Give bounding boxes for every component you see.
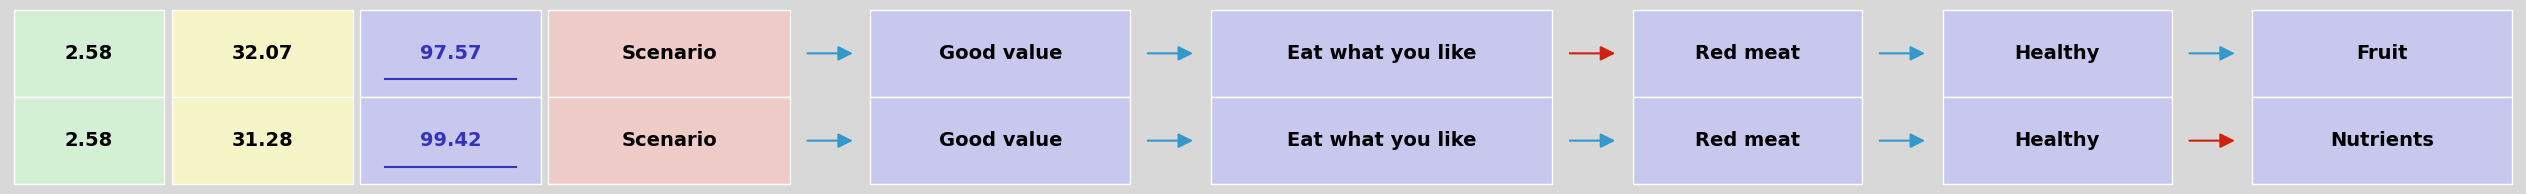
Text: 2.58: 2.58 — [66, 44, 114, 63]
Text: Eat what you like: Eat what you like — [1286, 44, 1475, 63]
Bar — [172, 10, 354, 97]
Text: 32.07: 32.07 — [232, 44, 293, 63]
Bar — [361, 97, 541, 184]
Text: Eat what you like: Eat what you like — [1286, 131, 1475, 150]
Bar — [1210, 97, 1553, 184]
Bar — [15, 10, 164, 97]
Bar — [172, 97, 354, 184]
Text: 31.28: 31.28 — [232, 131, 293, 150]
Text: 97.57: 97.57 — [419, 44, 482, 63]
Text: Fruit: Fruit — [2357, 44, 2407, 63]
Bar — [2253, 10, 2511, 97]
Bar — [871, 97, 1129, 184]
Text: 99.42: 99.42 — [419, 131, 482, 150]
Bar — [548, 97, 791, 184]
Bar — [2253, 97, 2511, 184]
Bar — [15, 97, 164, 184]
Text: Red meat: Red meat — [1695, 131, 1801, 150]
Bar — [1942, 97, 2172, 184]
Bar — [1942, 10, 2172, 97]
Bar — [871, 10, 1129, 97]
Text: 2.58: 2.58 — [66, 131, 114, 150]
Bar — [1210, 10, 1553, 97]
Text: Nutrients: Nutrients — [2331, 131, 2435, 150]
Text: Good value: Good value — [940, 44, 1061, 63]
Bar — [548, 10, 791, 97]
Text: Healthy: Healthy — [2016, 44, 2099, 63]
Bar — [1632, 10, 1862, 97]
Text: Scenario: Scenario — [621, 44, 717, 63]
Text: Good value: Good value — [940, 131, 1061, 150]
Text: Red meat: Red meat — [1695, 44, 1801, 63]
Bar — [361, 10, 541, 97]
Bar — [1632, 97, 1862, 184]
Text: Scenario: Scenario — [621, 131, 717, 150]
Text: Healthy: Healthy — [2016, 131, 2099, 150]
